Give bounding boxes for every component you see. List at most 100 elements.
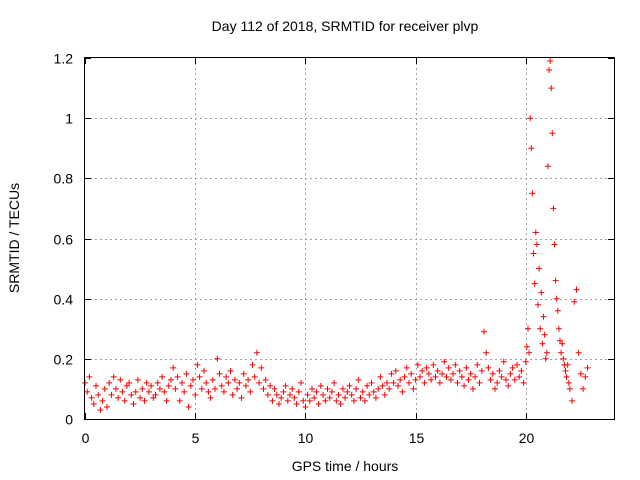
data-point [377,373,384,380]
data-point [320,391,327,398]
data-point [582,373,589,380]
data-point [152,391,159,398]
data-point [185,404,192,410]
data-point [214,355,221,362]
y-tick-labels: 0 0.2 0.4 0.6 0.8 1 1.2 [54,51,74,428]
data-point [331,379,338,386]
data-point [231,376,238,383]
data-point [392,367,399,374]
data-point [101,385,108,392]
data-point [108,391,115,398]
data-point [99,397,106,404]
data-point [134,376,141,383]
data-point [414,361,421,368]
data-point [170,364,177,371]
data-point [112,385,119,392]
data-point [463,364,470,371]
y-tick-label: 1 [65,111,73,127]
data-point [496,367,503,374]
data-point [388,370,395,377]
data-point [335,391,342,398]
data-point [554,307,561,314]
data-point [366,391,373,398]
data-point [456,367,463,374]
data-point [447,376,454,383]
data-point [580,385,587,392]
data-point [436,379,443,386]
data-point [198,385,205,392]
data-point [458,373,465,380]
data-point [90,401,97,407]
data-point [190,376,196,383]
y-tick-label: 0.8 [54,171,74,187]
data-point [494,379,501,386]
data-point [240,370,247,377]
y-tick-label: 0.6 [54,232,74,248]
data-point [207,394,214,401]
data-point [419,367,426,374]
data-point [525,325,531,332]
data-point [293,401,300,407]
data-point [264,391,271,398]
data-point [395,382,401,389]
data-point [390,379,397,386]
data-point [205,388,212,395]
data-point [253,349,260,356]
data-point [258,364,265,371]
data-point [145,388,152,395]
data-point [372,394,379,401]
data-point [256,379,263,386]
data-point [505,382,512,389]
data-point [397,376,404,383]
data-point [196,373,203,380]
data-point [304,391,311,398]
data-point [302,404,309,410]
data-point [368,379,375,386]
data-point [573,286,580,293]
data-point [156,385,163,392]
data-point [203,379,210,386]
data-point [514,361,520,368]
data-point [401,373,408,380]
data-point [106,379,113,386]
data-point [547,58,554,64]
data-point [536,265,543,272]
data-point [262,376,269,383]
data-point [229,391,236,398]
data-point [163,397,170,404]
data-point [298,379,304,386]
data-point [238,394,245,401]
data-point [181,388,188,395]
data-point [553,295,560,302]
data-point [552,277,559,284]
data-point [269,397,276,404]
y-tick-label: 0.4 [54,292,74,308]
data-point [467,370,474,377]
data-point [384,379,390,386]
data-points [82,58,591,413]
data-point [115,394,122,401]
data-point [498,373,505,380]
data-point [423,364,430,371]
data-point [300,397,307,404]
data-point [417,373,423,380]
data-point [357,394,364,401]
data-point [159,373,166,380]
x-tick-label: 5 [192,430,200,446]
data-point [478,367,485,374]
data-point [543,349,550,356]
data-point [562,367,569,374]
data-point [538,289,545,296]
data-point [295,388,302,395]
data-point [126,379,133,386]
data-point [452,361,459,368]
data-point [575,349,582,356]
data-point [441,358,448,365]
data-point [313,388,320,395]
x-tick-label: 15 [409,430,425,446]
data-point [531,280,538,287]
data-point [143,379,150,386]
data-point [218,382,225,389]
data-point [353,385,360,392]
